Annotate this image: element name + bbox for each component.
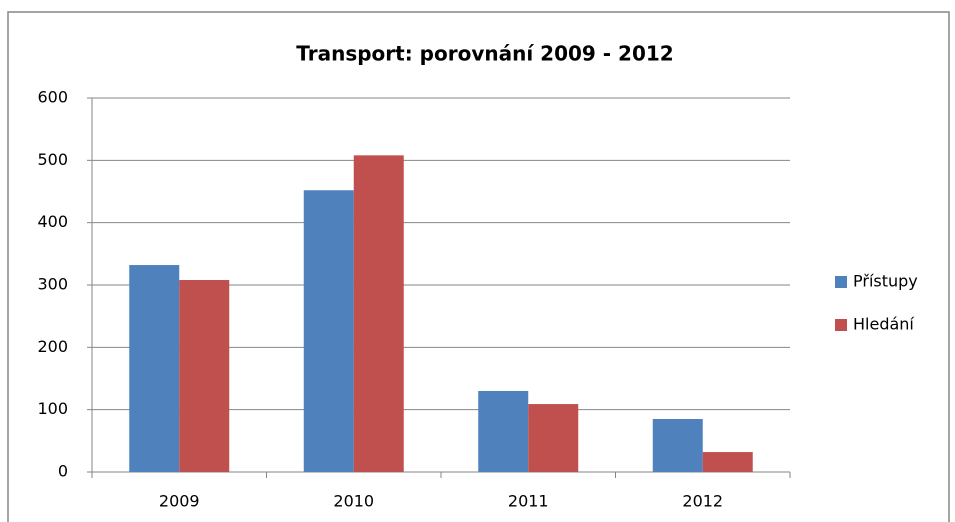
- x-tick-label: 2009: [159, 492, 200, 511]
- x-tick-label: 2011: [508, 492, 549, 511]
- y-tick-label: 500: [37, 150, 68, 169]
- bar: [702, 452, 753, 472]
- bar: [528, 404, 579, 472]
- chart-title: Transport: porovnání 2009 - 2012: [296, 42, 673, 66]
- y-tick-label: 0: [58, 462, 68, 481]
- bar: [353, 155, 404, 472]
- x-tick-label: 2010: [333, 492, 374, 511]
- y-tick-label: 200: [37, 337, 68, 356]
- y-tick-label: 300: [37, 275, 68, 294]
- y-tick-label: 600: [37, 88, 68, 107]
- legend-swatch: [835, 276, 847, 288]
- bar: [478, 390, 529, 472]
- y-tick-label: 400: [37, 212, 68, 231]
- legend-label: Hledání: [853, 315, 914, 334]
- bar: [179, 280, 230, 472]
- x-tick-label: 2012: [682, 492, 723, 511]
- y-tick-label: 100: [37, 399, 68, 418]
- bar: [303, 190, 354, 472]
- bar: [652, 419, 703, 472]
- legend-swatch: [835, 319, 847, 331]
- bar: [129, 265, 180, 472]
- legend-label: Přístupy: [853, 272, 918, 291]
